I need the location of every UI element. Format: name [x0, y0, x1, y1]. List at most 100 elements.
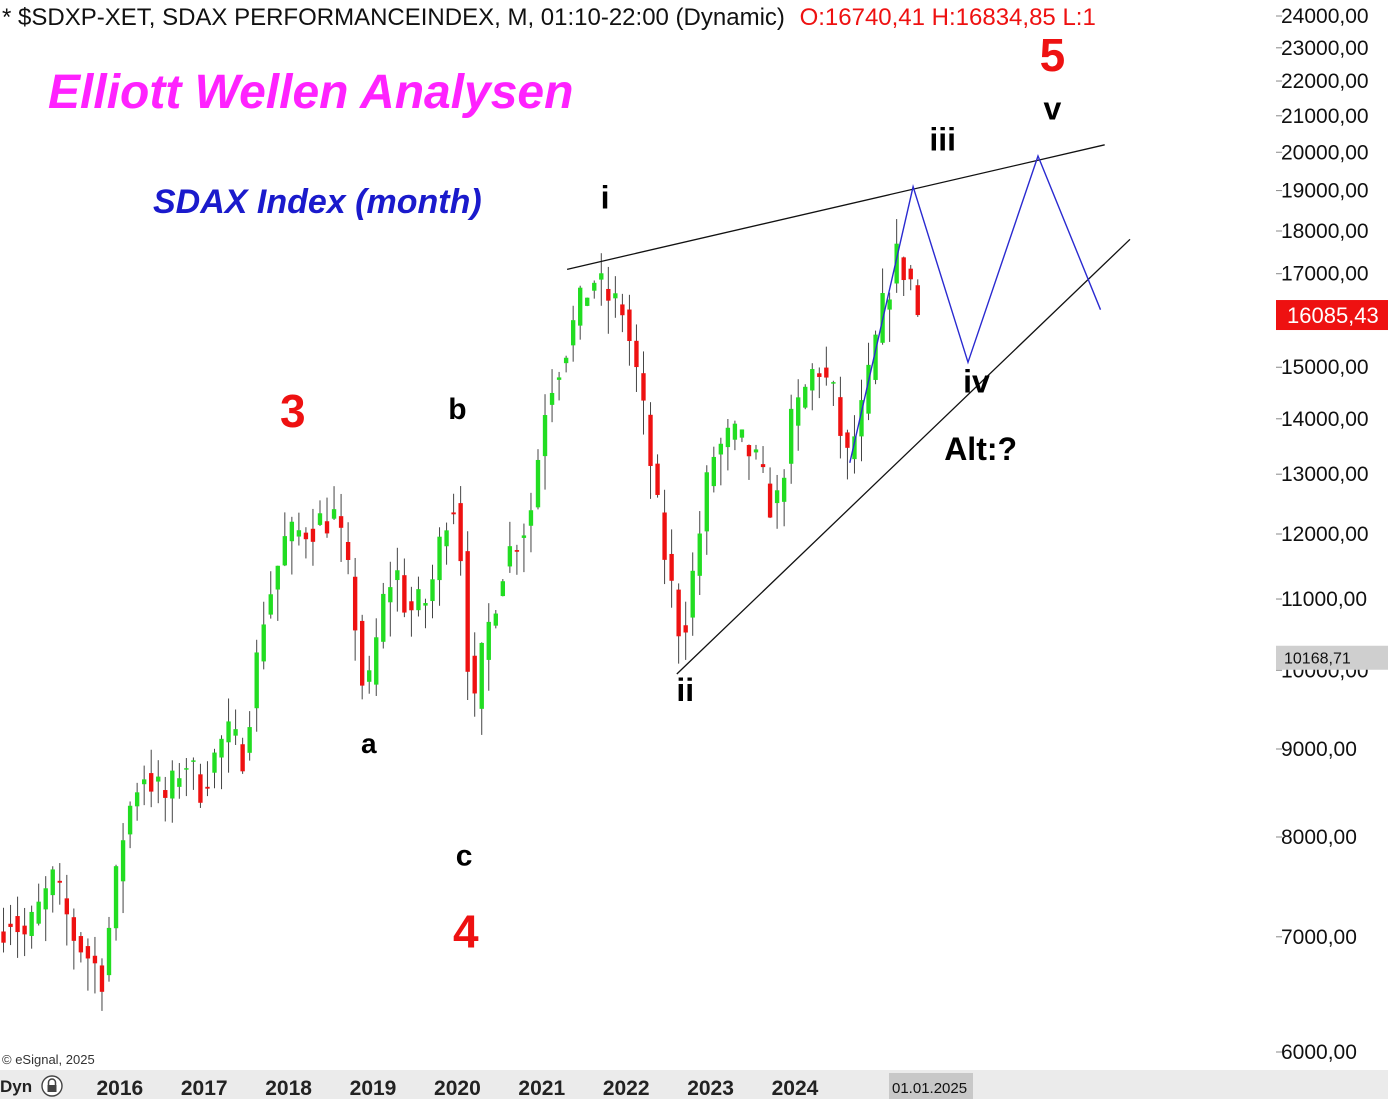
candle-body	[570, 320, 576, 346]
candle-body	[395, 570, 400, 581]
candle-body	[796, 397, 801, 426]
candle-body	[296, 530, 302, 537]
candle-body	[606, 288, 611, 301]
candle-body	[310, 528, 316, 542]
candle	[479, 642, 484, 735]
candle	[219, 735, 224, 790]
candle-body	[205, 786, 210, 789]
candle-body	[845, 432, 850, 448]
candle	[908, 264, 913, 291]
candle-body	[908, 268, 913, 280]
candle	[606, 266, 611, 334]
candle	[859, 379, 864, 462]
candle	[690, 552, 695, 636]
candle-body	[416, 589, 421, 611]
candle-body	[866, 364, 871, 414]
candle-body	[254, 652, 259, 709]
candle	[268, 571, 273, 619]
candle-body	[423, 603, 428, 606]
candle	[120, 823, 126, 914]
candle-body	[563, 357, 569, 364]
candle	[753, 444, 759, 460]
candle	[296, 512, 302, 546]
time-tick-label: 2021	[518, 1077, 565, 1099]
price-tick-label: 19000,00	[1281, 180, 1369, 203]
candle-body	[409, 601, 414, 611]
candle-body	[367, 670, 372, 682]
price-axis[interactable]	[1276, 0, 1388, 1070]
candle	[240, 737, 245, 774]
candle-body	[233, 729, 238, 736]
candle	[521, 523, 527, 573]
candle	[627, 294, 632, 366]
candle	[423, 598, 428, 629]
candle-body	[85, 946, 91, 959]
candle-body	[360, 620, 365, 686]
trendline-layer	[566, 144, 1131, 675]
price-tick-label: 6000,00	[1281, 1041, 1357, 1064]
ref-price-label: 10168,71	[1284, 651, 1351, 668]
candle-body	[683, 625, 688, 633]
candle-body	[585, 297, 590, 306]
candle	[472, 632, 477, 717]
candle-body	[120, 840, 126, 882]
candle-body	[71, 917, 77, 941]
price-tick-label: 15000,00	[1281, 356, 1369, 379]
price-tick-label: 9000,00	[1281, 738, 1357, 761]
candle-body	[22, 925, 27, 935]
candle	[845, 429, 850, 480]
candle	[275, 565, 280, 621]
price-tick-label: 23000,00	[1281, 37, 1369, 60]
wave-label: v	[1043, 90, 1061, 126]
candle	[282, 512, 288, 567]
time-tick-label: 2016	[96, 1077, 143, 1099]
candle-body	[402, 575, 407, 613]
candle	[760, 446, 766, 473]
candle-body	[36, 901, 41, 924]
wave-label: ii	[676, 672, 694, 708]
candle-body	[486, 621, 491, 660]
candle-body	[760, 464, 766, 468]
candle	[156, 760, 161, 804]
candle	[458, 486, 463, 576]
sub-title: SDAX Index (month)	[153, 183, 482, 221]
lock-icon[interactable]	[41, 1075, 63, 1097]
candle-body	[430, 579, 435, 602]
candle	[725, 418, 731, 471]
candle	[310, 508, 316, 566]
candle	[570, 305, 576, 362]
candle	[796, 379, 801, 451]
time-tick-label: 2019	[350, 1077, 397, 1099]
candle	[430, 564, 435, 619]
candle-body	[578, 287, 583, 326]
candle	[880, 268, 885, 345]
candle	[50, 866, 55, 913]
candle-body	[1, 931, 6, 943]
upper-trendline	[566, 144, 1105, 270]
wave-label: a	[361, 728, 377, 759]
candle	[289, 516, 295, 575]
candle-body	[247, 727, 252, 753]
candle	[163, 776, 168, 822]
candle	[254, 639, 259, 732]
candle-body	[535, 459, 541, 508]
candle-body	[781, 477, 787, 502]
wave-label: 3	[280, 385, 306, 437]
candle	[711, 446, 716, 493]
candle	[402, 558, 407, 618]
wave-label: 4	[453, 906, 479, 958]
time-axis[interactable]	[0, 1070, 1388, 1099]
candle	[99, 958, 105, 1011]
candle-body	[92, 955, 98, 964]
candle	[437, 527, 442, 606]
candle-body	[634, 340, 639, 368]
candle	[810, 363, 815, 411]
candle-body	[212, 752, 217, 773]
candle-body	[198, 774, 203, 803]
candle-body	[655, 463, 660, 495]
candle	[374, 618, 379, 696]
candle	[261, 601, 266, 670]
candle	[662, 489, 667, 585]
